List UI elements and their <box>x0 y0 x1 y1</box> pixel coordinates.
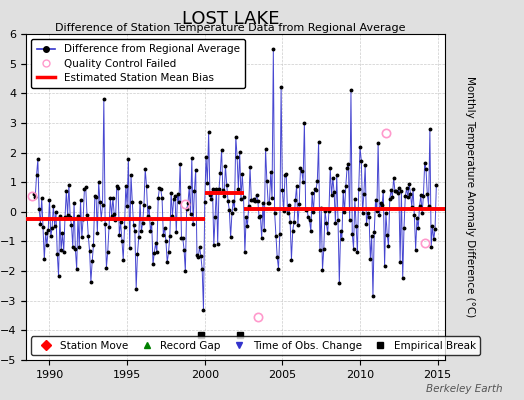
Text: LOST LAKE: LOST LAKE <box>182 10 279 28</box>
Legend: Station Move, Record Gap, Time of Obs. Change, Empirical Break: Station Move, Record Gap, Time of Obs. C… <box>31 336 481 355</box>
Text: Berkeley Earth: Berkeley Earth <box>427 384 503 394</box>
Text: Difference of Station Temperature Data from Regional Average: Difference of Station Temperature Data f… <box>56 23 406 33</box>
Y-axis label: Monthly Temperature Anomaly Difference (°C): Monthly Temperature Anomaly Difference (… <box>465 76 475 318</box>
